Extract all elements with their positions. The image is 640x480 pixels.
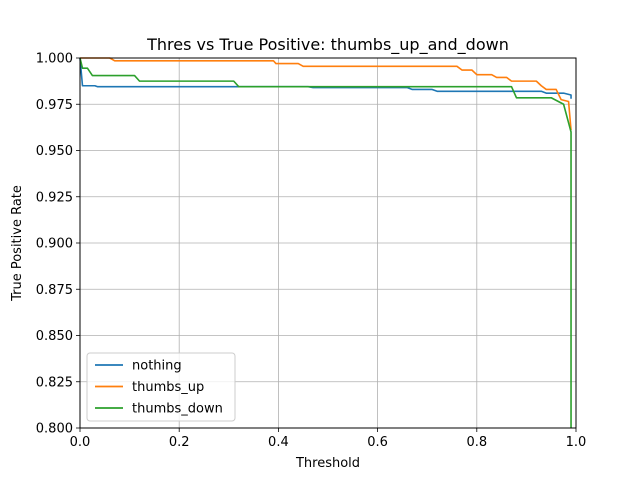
legend-label: thumbs_down xyxy=(132,402,223,417)
series-line-nothing xyxy=(79,57,572,99)
x-tick-label: 0.2 xyxy=(169,435,190,450)
series-line-thumbs-up xyxy=(80,57,572,131)
x-tick-label: 0.6 xyxy=(367,435,388,450)
y-tick-label: 0.825 xyxy=(36,375,73,390)
plot-lines xyxy=(79,57,572,428)
y-tick-label: 1.000 xyxy=(36,52,73,67)
legend-box xyxy=(86,352,236,422)
x-tick-label: 1.0 xyxy=(566,435,587,450)
y-tick-label: 0.850 xyxy=(36,329,73,344)
y-tick-label: 0.800 xyxy=(36,422,73,437)
legend-label: nothing xyxy=(132,359,182,374)
y-tick-label: 0.950 xyxy=(36,144,73,159)
y-axis-label: True Positive Rate xyxy=(10,185,25,302)
legend: nothing thumbs_up thumbs_down xyxy=(86,352,236,422)
x-tick-label: 0.4 xyxy=(268,435,289,450)
x-tick-label: 0.8 xyxy=(466,435,487,450)
x-axis-label: Threshold xyxy=(295,456,360,471)
y-tick-label: 0.875 xyxy=(36,283,73,298)
y-tick-label: 0.925 xyxy=(36,190,73,205)
chart-title: Thres vs True Positive: thumbs_up_and_do… xyxy=(146,35,509,55)
ticks: 0.0 0.2 0.4 0.6 0.8 1.0 0.800 0.825 0.850 0.875 0.… xyxy=(36,52,587,451)
y-tick-label: 0.900 xyxy=(36,237,73,252)
x-tick-label: 0.0 xyxy=(70,435,91,450)
y-tick-label: 0.975 xyxy=(36,98,73,113)
legend-label: thumbs_up xyxy=(132,380,204,395)
series-line-thumbs-down xyxy=(79,57,572,428)
